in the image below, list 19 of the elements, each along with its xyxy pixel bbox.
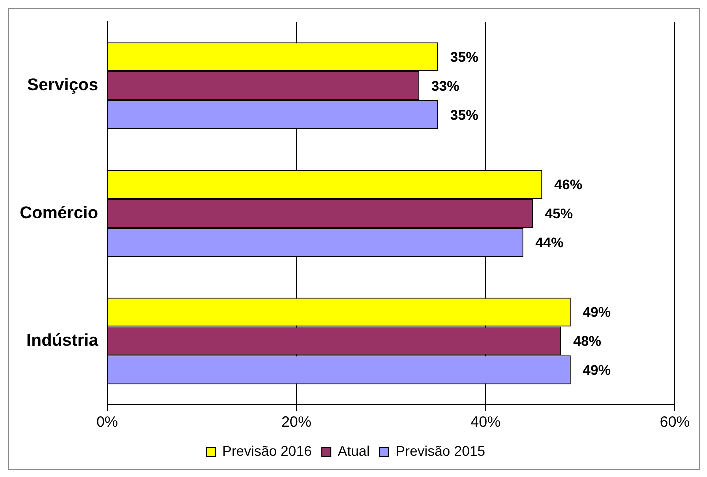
data-label: 48% [573, 333, 602, 350]
x-tick-label: 20% [282, 414, 312, 432]
legend-label: Previsão 2016 [222, 442, 312, 459]
data-label: 49% [582, 304, 612, 320]
data-label: 33% [432, 78, 460, 94]
data-label: 44% [536, 234, 564, 250]
legend-label: Previsão 2015 [396, 442, 486, 459]
data-label: 35% [450, 106, 480, 123]
data-label: 46% [554, 176, 584, 193]
y-tick-label: Comércio [20, 203, 98, 222]
data-label: 49% [582, 362, 612, 378]
data-label: 45% [545, 205, 574, 222]
x-tick-label: 40% [470, 414, 501, 432]
data-label: 35% [450, 48, 480, 65]
y-tick-label: Indústria [26, 330, 99, 350]
legend-label: Atual [338, 442, 370, 459]
x-tick-label: 60% [660, 414, 690, 432]
x-tick-label: 0% [96, 414, 118, 432]
y-tick-label: Serviços [28, 76, 98, 95]
